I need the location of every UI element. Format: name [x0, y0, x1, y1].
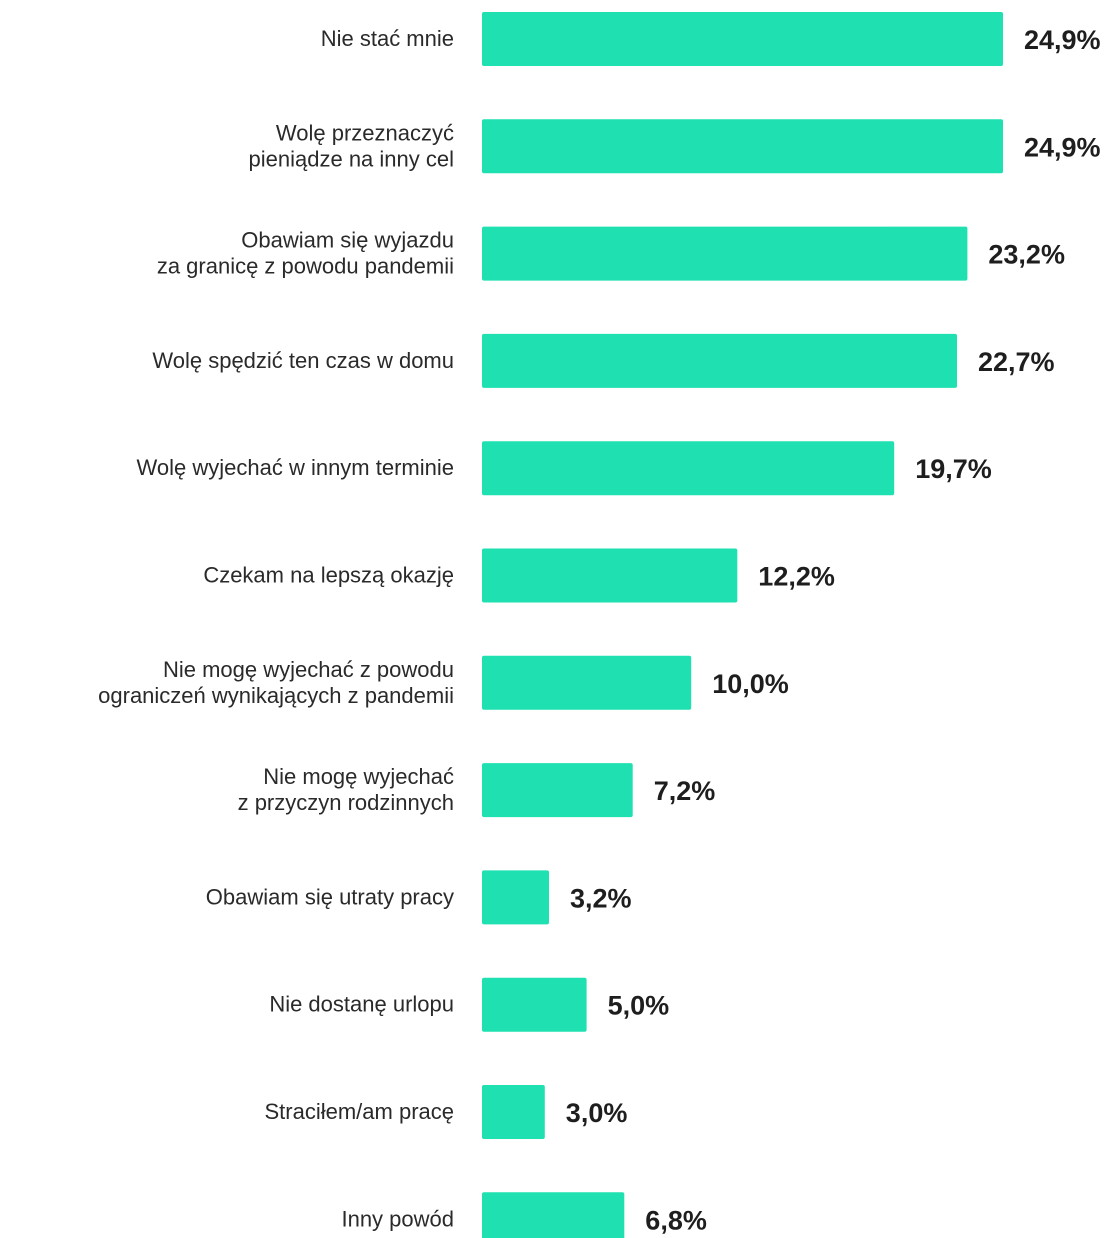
value-label-4: 22,7%	[978, 347, 1055, 377]
category-label-6: Czekam na lepszą okazję	[203, 563, 454, 588]
value-label-9: 3,2%	[570, 883, 632, 913]
bar-12	[482, 1192, 625, 1238]
bars-group	[482, 12, 1003, 1238]
category-label-8: Nie mogę wyjechać z przyczyn rodzinnych	[238, 764, 454, 815]
value-label-1: 24,9%	[1024, 25, 1101, 55]
value-label-6: 12,2%	[758, 562, 835, 592]
category-label-5: Wolę wyjechać w innym terminie	[137, 455, 454, 480]
bar-11	[482, 1085, 545, 1139]
category-label-4: Wolę spędzić ten czas w domu	[152, 348, 454, 373]
value-label-10: 5,0%	[608, 991, 670, 1021]
category-label-line: Wolę spędzić ten czas w domu	[152, 348, 454, 373]
category-label-10: Nie dostanę urlopu	[269, 992, 454, 1017]
category-label-line: Straciłem/am pracę	[264, 1099, 454, 1124]
category-label-line: Czekam na lepszą okazję	[203, 563, 454, 588]
category-labels-group: Nie stać mnie Wolę przeznaczyć pieniądze n…	[98, 26, 454, 1231]
category-label-7: Nie mogę wyjechać z powodu ograniczeń wyn…	[98, 657, 454, 708]
category-label-line: za granicę z powodu pandemii	[157, 254, 454, 279]
value-label-8: 7,2%	[654, 776, 716, 806]
bar-8	[482, 763, 633, 818]
category-label-line: Nie mogę wyjechać	[263, 764, 454, 789]
bar-1	[482, 12, 1003, 66]
category-label-line: ograniczeń wynikających z pandemii	[98, 683, 454, 708]
category-label-1: Nie stać mnie	[321, 26, 454, 51]
category-label-line: z przyczyn rodzinnych	[238, 790, 454, 815]
category-label-line: pieniądze na inny cel	[249, 146, 454, 171]
bar-2	[482, 119, 1003, 174]
category-label-9: Obawiam się utraty pracy	[206, 884, 454, 909]
bar-9	[482, 870, 549, 925]
category-label-line: Wolę przeznaczyć	[276, 120, 454, 145]
category-label-12: Inny powód	[341, 1206, 454, 1231]
bar-10	[482, 977, 587, 1032]
value-label-5: 19,7%	[915, 454, 992, 484]
value-label-7: 10,0%	[712, 669, 789, 699]
category-label-2: Wolę przeznaczyć pieniądze na inny cel	[249, 120, 454, 171]
category-label-line: Nie stać mnie	[321, 26, 454, 51]
category-label-11: Straciłem/am pracę	[264, 1099, 454, 1124]
value-labels-group: 24,9% 24,9% 23,2% 22,7% 19,7% 12,2% 10,0% 7,2% 3…	[566, 25, 1101, 1235]
value-label-2: 24,9%	[1024, 132, 1101, 162]
bar-4	[482, 333, 957, 388]
category-label-line: Inny powód	[341, 1206, 454, 1231]
category-label-line: Wolę wyjechać w innym terminie	[137, 455, 454, 480]
category-label-line: Obawiam się utraty pracy	[206, 884, 454, 909]
value-label-12: 6,8%	[645, 1205, 707, 1235]
bar-3	[482, 226, 968, 281]
value-label-11: 3,0%	[566, 1098, 628, 1128]
category-label-line: Nie mogę wyjechać z powodu	[163, 657, 454, 682]
category-label-3: Obawiam się wyjazdu za granicę z powodu p…	[157, 228, 454, 279]
bar-6	[482, 548, 738, 603]
category-label-line: Obawiam się wyjazdu	[241, 228, 454, 253]
category-label-line: Nie dostanę urlopu	[269, 992, 454, 1017]
bar-7	[482, 655, 692, 710]
bar-5	[482, 441, 895, 496]
value-label-3: 23,2%	[988, 240, 1065, 270]
